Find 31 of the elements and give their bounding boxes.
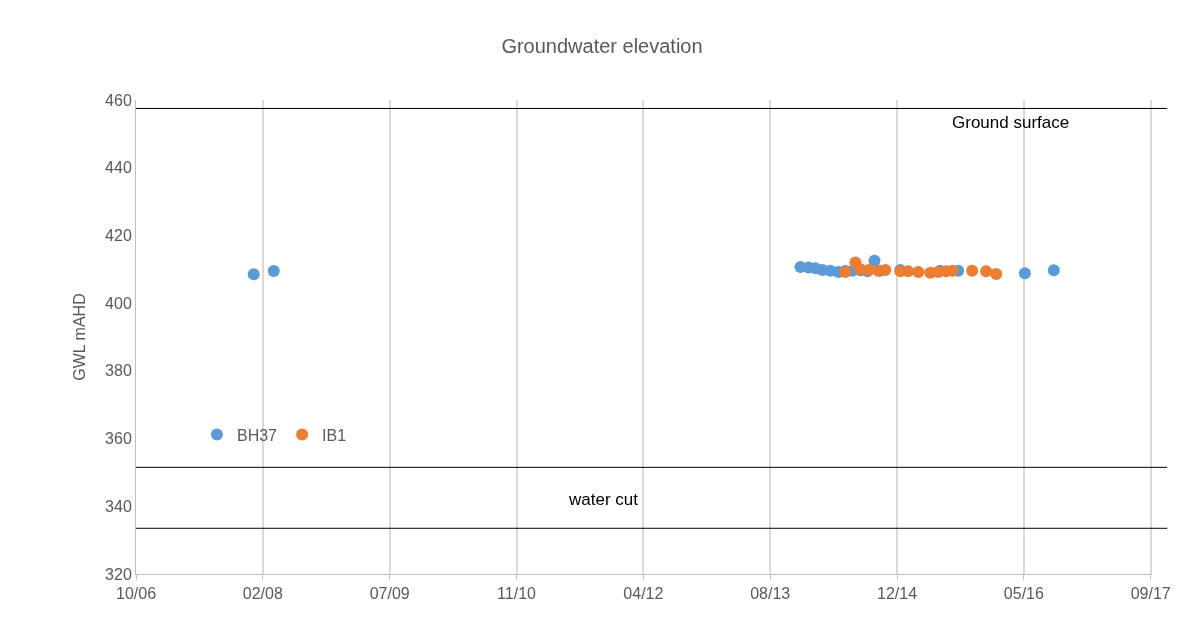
y-tick-label: 400 xyxy=(105,294,132,312)
x-tick-label: 07/09 xyxy=(369,585,410,603)
point xyxy=(966,264,979,277)
chart-title: Groundwater elevation xyxy=(501,34,703,57)
point xyxy=(1018,267,1031,280)
y-tick-label: 460 xyxy=(105,91,132,109)
y-tick-label: 320 xyxy=(105,565,132,583)
ref-line-label: water cut xyxy=(568,490,639,509)
y-tick-label: 420 xyxy=(105,227,132,245)
point xyxy=(980,265,993,278)
point xyxy=(990,268,1003,281)
legend-label: BH37 xyxy=(236,426,278,444)
point xyxy=(267,264,280,277)
x-tick-label: 04/12 xyxy=(623,585,664,603)
x-tick-label: 05/16 xyxy=(1003,585,1045,603)
x-tick-label: 02/08 xyxy=(242,585,283,603)
y-tick-label: 440 xyxy=(105,159,132,177)
x-tick-label: 10/06 xyxy=(115,585,157,603)
x-tick-label: 12/14 xyxy=(877,585,918,603)
y-tick-label: 380 xyxy=(105,362,132,380)
y-axis-title: GWL mAHD xyxy=(71,293,88,381)
point xyxy=(912,265,925,278)
ref-line-label: Ground surface xyxy=(952,113,1070,132)
x-tick-label: 09/17 xyxy=(1130,585,1171,603)
point xyxy=(247,268,260,281)
y-tick-label: 360 xyxy=(105,430,132,448)
x-tick-label: 08/13 xyxy=(750,585,791,603)
legend-label: IB1 xyxy=(322,426,347,444)
y-tick-label: 340 xyxy=(105,497,132,515)
x-tick-label: 11/10 xyxy=(497,585,537,603)
point xyxy=(1047,264,1060,277)
